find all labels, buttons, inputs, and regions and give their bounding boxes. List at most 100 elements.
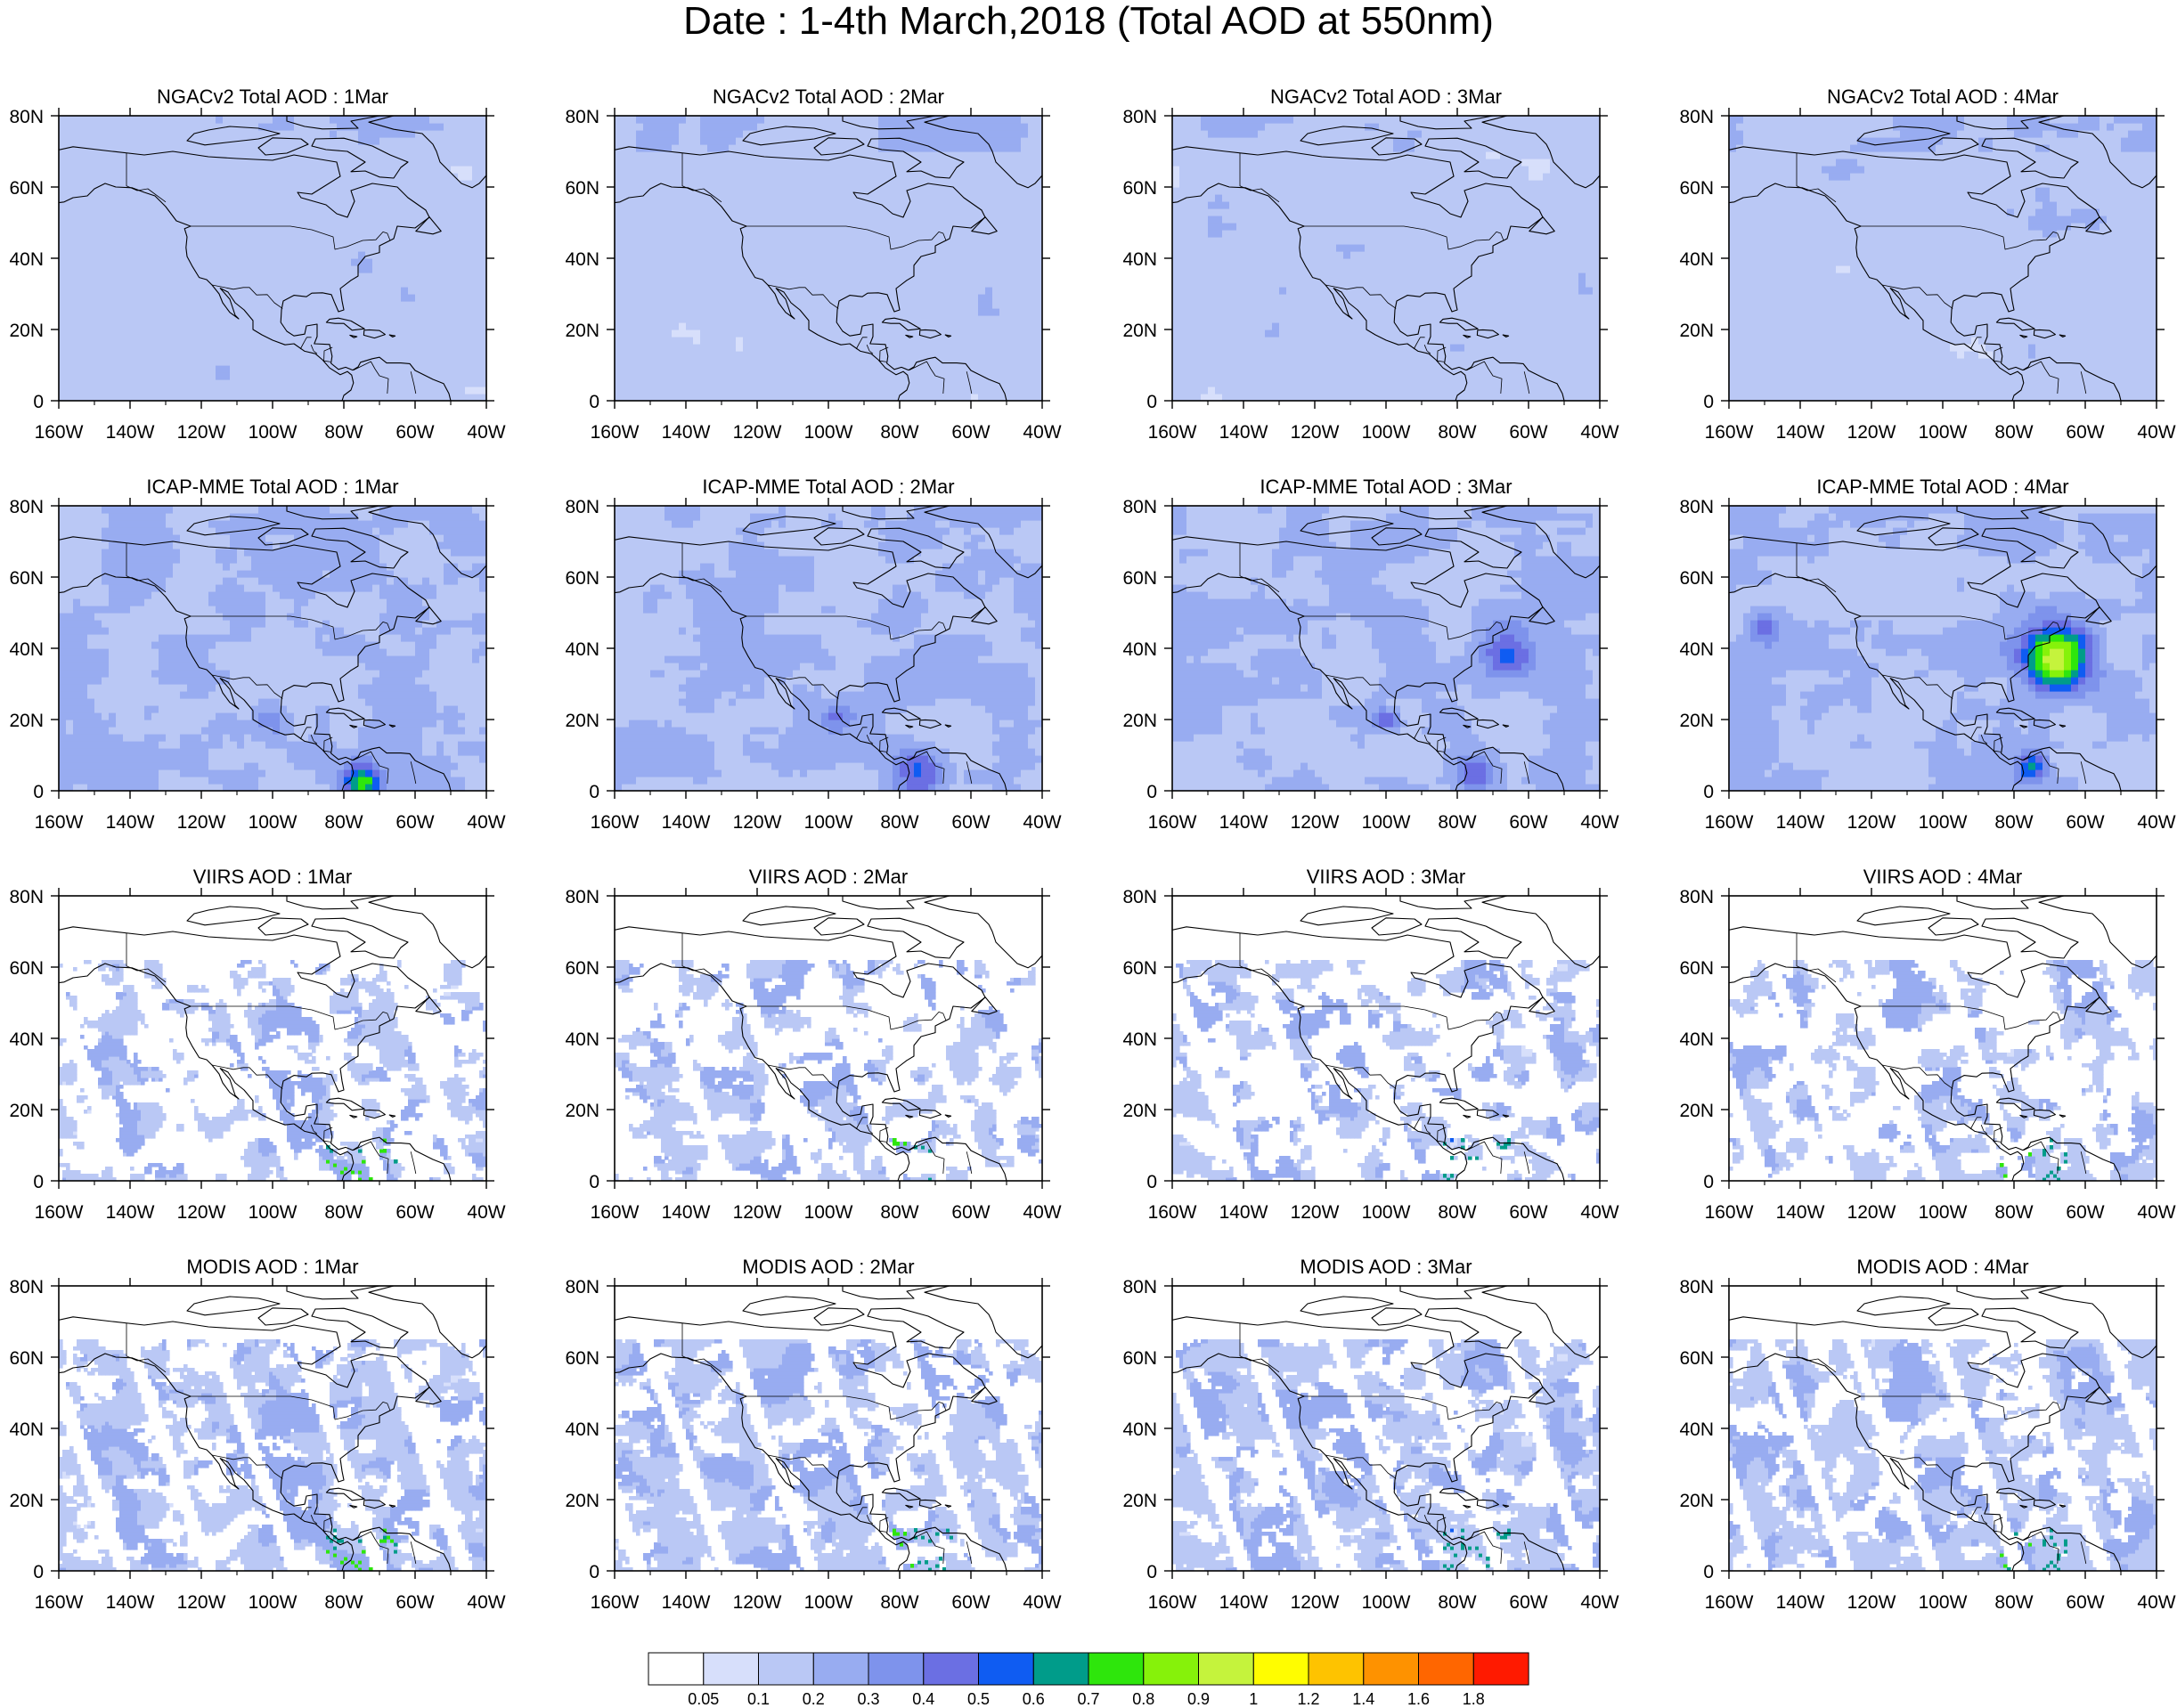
aod-cell xyxy=(828,159,836,167)
aod-cell xyxy=(672,180,680,188)
aod-cell xyxy=(479,358,486,366)
aod-cell xyxy=(672,358,680,366)
aod-cell xyxy=(736,216,744,224)
aod-cell xyxy=(472,372,480,380)
aod-cell xyxy=(907,216,915,224)
aod-cell xyxy=(415,351,423,359)
aod-cell xyxy=(786,194,794,202)
aod-cell xyxy=(80,159,88,167)
aod-cell xyxy=(429,265,437,273)
aod-cell xyxy=(757,294,765,302)
aod-cell xyxy=(66,194,74,202)
aod-cell xyxy=(301,144,309,152)
aod-cell xyxy=(351,180,359,188)
aod-cell xyxy=(287,208,295,216)
aod-cell xyxy=(857,372,865,380)
aod-cell xyxy=(66,187,74,195)
aod-cell xyxy=(665,294,673,302)
aod-cell xyxy=(173,159,181,167)
aod-cell xyxy=(144,265,152,273)
aod-cell xyxy=(672,237,680,245)
aod-cell xyxy=(999,322,1007,330)
aod-cell xyxy=(223,173,231,181)
aod-cell xyxy=(885,208,893,216)
aod-cell xyxy=(394,230,402,238)
aod-cell xyxy=(102,201,110,209)
aod-cell xyxy=(1007,272,1015,281)
aod-cell xyxy=(387,116,395,124)
aod-cell xyxy=(123,365,131,373)
aod-cell xyxy=(465,173,473,181)
lon-label: 60W xyxy=(395,422,434,443)
aod-cell xyxy=(672,159,680,167)
aod-cell xyxy=(123,130,131,138)
aod-cell xyxy=(693,230,701,238)
aod-cell xyxy=(94,258,102,266)
aod-cell xyxy=(151,394,159,401)
aod-cell xyxy=(173,166,181,174)
aod-cell xyxy=(408,166,416,174)
aod-cell xyxy=(294,187,302,195)
aod-cell xyxy=(707,358,715,366)
aod-cell xyxy=(159,322,167,330)
aod-cell xyxy=(999,230,1007,238)
aod-cell xyxy=(230,344,238,352)
aod-cell xyxy=(308,280,316,288)
aod-cell xyxy=(950,173,958,181)
aod-cell xyxy=(857,394,865,401)
aod-cell xyxy=(743,258,751,266)
aod-cell xyxy=(1007,194,1015,202)
aod-cell xyxy=(650,372,658,380)
aod-cell xyxy=(66,151,74,159)
aod-cell xyxy=(950,351,958,359)
aod-cell xyxy=(408,237,416,245)
aod-cell xyxy=(137,372,145,380)
aod-cell xyxy=(244,258,252,266)
aod-cell xyxy=(992,265,1000,273)
aod-cell xyxy=(187,251,195,259)
aod-cell xyxy=(750,130,758,138)
aod-cell xyxy=(315,287,323,295)
aod-cell xyxy=(615,386,623,394)
aod-cell xyxy=(109,394,117,401)
aod-cell xyxy=(415,372,423,380)
aod-cell xyxy=(102,258,110,266)
aod-cell xyxy=(957,337,965,345)
aod-cell xyxy=(615,287,623,295)
aod-cell xyxy=(750,280,758,288)
aod-cell xyxy=(472,258,480,266)
aod-cell xyxy=(137,365,145,373)
aod-cell xyxy=(330,230,338,238)
aod-cell xyxy=(878,180,886,188)
aod-cell xyxy=(223,351,231,359)
aod-cell xyxy=(315,379,323,387)
aod-cell xyxy=(764,308,772,316)
aod-cell xyxy=(665,379,673,387)
aod-cell xyxy=(429,201,437,209)
aod-cell xyxy=(265,265,273,273)
aod-cell xyxy=(144,358,152,366)
aod-cell xyxy=(779,159,787,167)
aod-cell xyxy=(116,280,124,288)
aod-cell xyxy=(707,344,715,352)
aod-cell xyxy=(230,372,238,380)
aod-cell xyxy=(422,379,430,387)
aod-cell xyxy=(294,308,302,316)
aod-cell xyxy=(779,180,787,188)
aod-cell xyxy=(971,365,979,373)
aod-cell xyxy=(914,116,922,124)
aod-cell xyxy=(358,251,366,259)
aod-cell xyxy=(322,301,330,309)
aod-cell xyxy=(322,358,330,366)
aod-cell xyxy=(451,223,459,231)
aod-cell xyxy=(387,265,395,273)
aod-cell xyxy=(864,237,872,245)
aod-cell xyxy=(836,272,844,281)
aod-cell xyxy=(273,322,281,330)
aod-cell xyxy=(665,223,673,231)
aod-cell xyxy=(137,180,145,188)
aod-cell xyxy=(821,344,829,352)
aod-cell xyxy=(159,166,167,174)
aod-cell xyxy=(116,201,124,209)
aod-cell xyxy=(308,159,316,167)
